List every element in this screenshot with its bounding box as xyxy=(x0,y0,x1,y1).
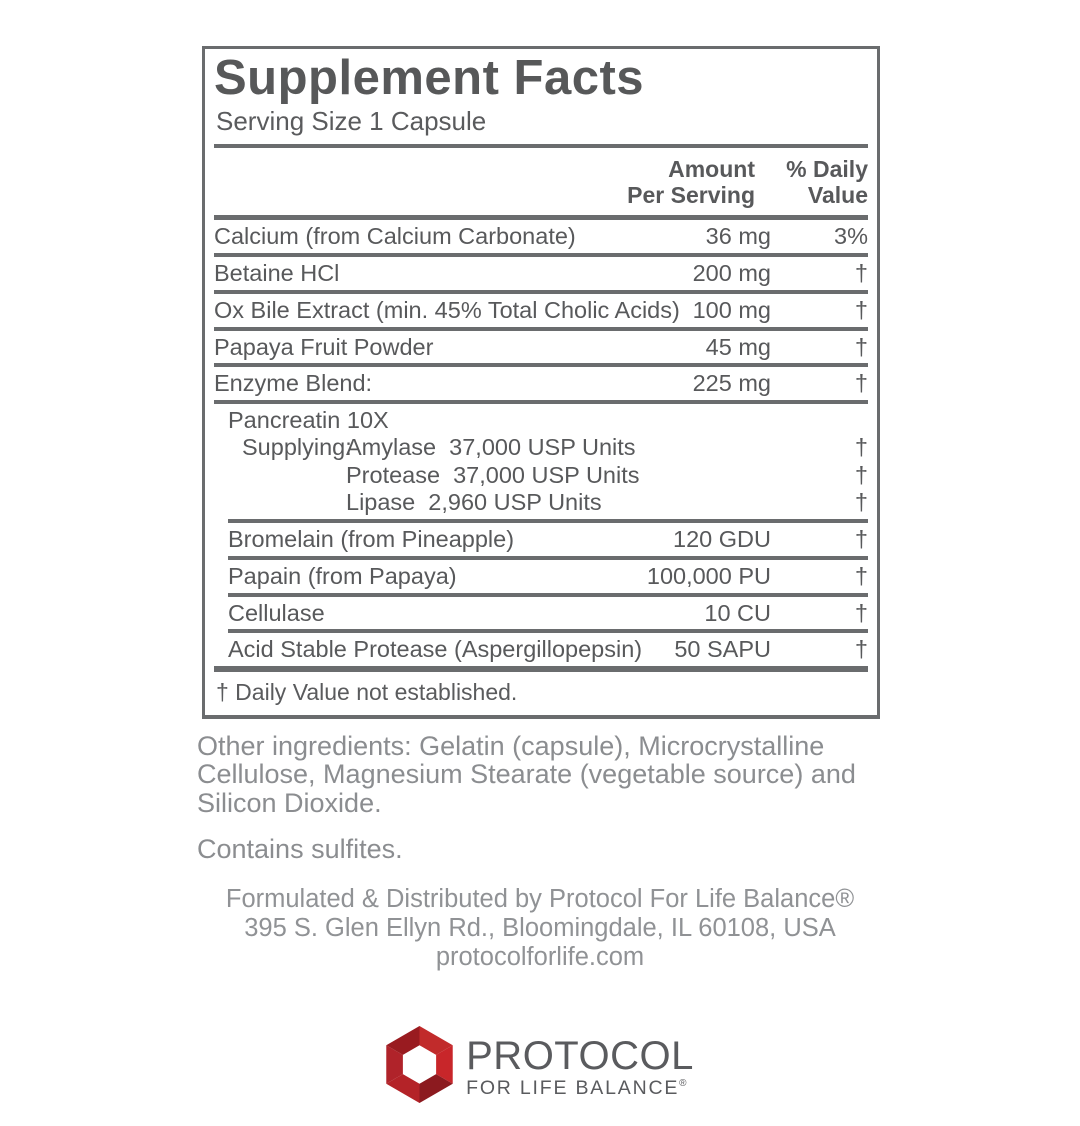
ingredient-name: Papain (from Papaya) xyxy=(228,562,457,589)
ingredient-daily-value: † xyxy=(854,370,868,397)
hexagon-logo-icon xyxy=(386,1026,453,1108)
amount-column-header: Amount Per Serving xyxy=(627,155,755,208)
ingredient-daily-value: † xyxy=(854,488,868,515)
ingredient-amount: 100 mg xyxy=(692,296,771,323)
ingredient-daily-value: † xyxy=(854,562,868,589)
distributor-address: 395 S. Glen Ellyn Rd., Bloomingdale, IL … xyxy=(244,914,836,943)
ingredient-amount: 120 GDU xyxy=(673,526,771,553)
rule-under-header xyxy=(214,215,868,221)
distributor-line: Formulated & Distributed by Protocol For… xyxy=(225,885,855,914)
row-separator xyxy=(228,629,868,634)
ingredient-daily-value: † xyxy=(854,296,868,323)
table-row-bromelain: Bromelain (from Pineapple) 120 GDU † xyxy=(214,523,868,556)
enzyme-name-amount: Protease 37,000 USP Units xyxy=(346,461,640,488)
row-separator xyxy=(228,592,868,597)
brand-logo-text: PROTOCOL FOR LIFE BALANCE® xyxy=(466,1036,694,1099)
supplying-row-protease: Protease 37,000 USP Units † xyxy=(346,462,868,489)
supplying-label: Supplying: xyxy=(242,434,352,461)
ingredient-name: Bromelain (from Pineapple) xyxy=(228,526,515,553)
enzyme-name-amount: Amylase 37,000 USP Units xyxy=(346,434,636,461)
ingredient-daily-value: 3% xyxy=(834,223,868,250)
row-separator xyxy=(228,555,868,560)
ingredient-name: Betaine HCl xyxy=(214,260,340,287)
serving-size: Serving Size 1 Capsule xyxy=(216,105,487,136)
ingredient-name: Papaya Fruit Powder xyxy=(214,333,434,360)
ingredient-daily-value: † xyxy=(854,333,868,360)
other-ingredients-line: Cellulose, Magnesium Stearate (vegetable… xyxy=(197,759,856,790)
sub-ingredient-pancreatin: Pancreatin 10X xyxy=(228,407,389,434)
daily-value-footnote: † Daily Value not established. xyxy=(216,679,518,706)
ingredient-daily-value: † xyxy=(854,526,868,553)
other-ingredients-line: Silicon Dioxide. xyxy=(197,787,382,818)
brand-logo: PROTOCOL FOR LIFE BALANCE® xyxy=(0,1026,1080,1108)
row-separator xyxy=(214,289,868,294)
ingredient-name: Acid Stable Protease (Aspergillopepsin) xyxy=(228,636,643,663)
table-row-calcium: Calcium (from Calcium Carbonate) 36 mg 3… xyxy=(214,220,868,253)
row-separator xyxy=(214,363,868,368)
table-row-ox-bile: Ox Bile Extract (min. 45% Total Cholic A… xyxy=(214,294,868,327)
supplying-block: Supplying: Amylase 37,000 USP Units † Pr… xyxy=(214,434,868,519)
allergen-statement: Contains sulfites. xyxy=(197,834,403,865)
ingredient-amount: 225 mg xyxy=(692,370,771,397)
ingredient-daily-value: † xyxy=(854,260,868,287)
table-row-papaya: Papaya Fruit Powder 45 mg † xyxy=(214,331,868,364)
distributor-info: Formulated & Distributed by Protocol For… xyxy=(198,885,882,972)
other-ingredients: Other ingredients: Gelatin (capsule), Mi… xyxy=(197,732,1080,817)
ingredient-name: Enzyme Blend: xyxy=(214,370,373,397)
ingredient-name: Calcium (from Calcium Carbonate) xyxy=(214,223,576,250)
enzyme-name-amount: Lipase 2,960 USP Units xyxy=(346,488,602,515)
table-row-papain: Papain (from Papaya) 100,000 PU † xyxy=(214,560,868,593)
supplying-row-amylase: Amylase 37,000 USP Units † xyxy=(346,434,868,461)
ingredient-daily-value: † xyxy=(854,461,868,488)
rule-top xyxy=(214,143,868,148)
row-separator xyxy=(214,326,868,331)
row-separator xyxy=(214,253,868,258)
supplement-facts-panel: Supplement Facts Serving Size 1 Capsule … xyxy=(202,46,880,720)
ingredient-amount: 200 mg xyxy=(692,260,771,287)
brand-name: PROTOCOL xyxy=(466,1034,694,1079)
ingredient-amount: 100,000 PU xyxy=(646,562,771,589)
ingredient-amount: 45 mg xyxy=(705,333,771,360)
other-ingredients-line: Other ingredients: Gelatin (capsule), Mi… xyxy=(197,731,825,762)
supplying-lines: Amylase 37,000 USP Units † Protease 37,0… xyxy=(346,434,868,516)
table-row-cellulase: Cellulase 10 CU † xyxy=(214,597,868,630)
ingredient-daily-value: † xyxy=(854,636,868,663)
rule-bottom xyxy=(214,666,868,673)
panel-title: Supplement Facts xyxy=(214,51,645,105)
daily-value-column-header: % Daily Value xyxy=(786,155,868,208)
ingredient-amount: 36 mg xyxy=(705,223,771,250)
ingredient-amount: 10 CU xyxy=(704,599,771,626)
supplying-row-lipase: Lipase 2,960 USP Units † xyxy=(346,489,868,516)
brand-tagline: FOR LIFE BALANCE® xyxy=(466,1077,687,1100)
column-headers: Amount Per Serving % Daily Value xyxy=(214,148,868,216)
table-row-acid-stable-protease: Acid Stable Protease (Aspergillopepsin) … xyxy=(214,633,868,666)
row-separator xyxy=(228,519,868,524)
ingredient-daily-value: † xyxy=(854,434,868,461)
table-row-enzyme-blend: Enzyme Blend: 225 mg † xyxy=(214,367,868,400)
table-row-betaine: Betaine HCl 200 mg † xyxy=(214,257,868,290)
ingredient-amount: 50 SAPU xyxy=(674,636,771,663)
distributor-website: protocolforlife.com xyxy=(435,943,645,972)
ingredient-name: Cellulase xyxy=(228,599,325,626)
ingredient-daily-value: † xyxy=(854,599,868,626)
row-separator xyxy=(214,400,868,405)
ingredient-name: Ox Bile Extract (min. 45% Total Cholic A… xyxy=(214,296,680,323)
